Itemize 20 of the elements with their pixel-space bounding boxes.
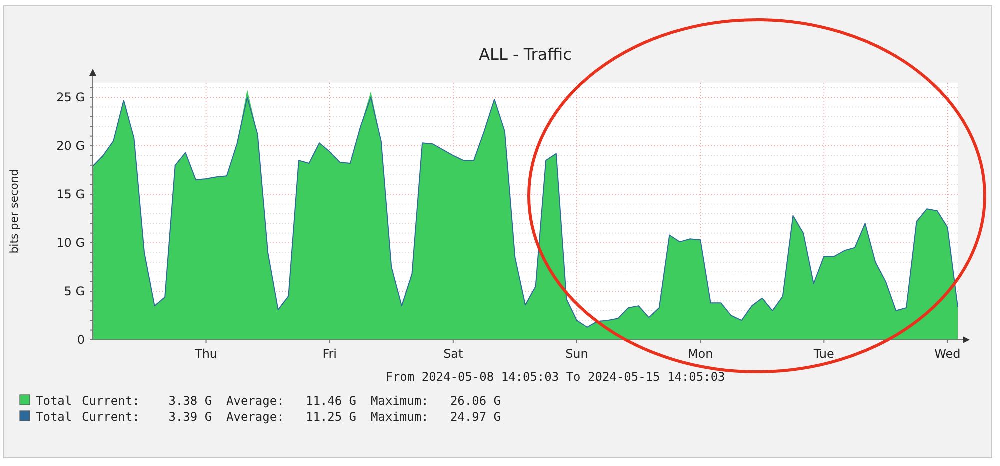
x-tick-label: Mon xyxy=(688,347,714,361)
x-axis-title: From 2024-05-08 14:05:03 To 2024-05-15 14:05:03 xyxy=(386,370,726,384)
x-tick-label: Wed xyxy=(934,347,961,361)
y-axis-title: bits per second xyxy=(8,169,21,254)
x-tick-label: Sun xyxy=(566,347,588,361)
y-tick-label: 10 G xyxy=(56,236,85,250)
y-tick-label: 0 xyxy=(77,333,85,348)
x-tick-label: Thu xyxy=(194,347,218,361)
text: Current: 3.39 G Average: 11.25 G Maximum: 24.97 G xyxy=(82,410,502,424)
legend-label: Total xyxy=(36,394,72,408)
y-tick-label: 20 G xyxy=(56,139,85,154)
x-tick-label: Sat xyxy=(444,347,464,361)
chart-title: ALL - Traffic xyxy=(479,45,572,64)
legend-label: Total xyxy=(36,410,72,424)
y-tick-label: 15 G xyxy=(56,188,85,202)
y-tick-label: 25 G xyxy=(56,90,85,105)
text: Current: 3.38 G Average: 11.46 G Maximum: 26.06 G xyxy=(82,394,502,408)
x-tick-label: Tue xyxy=(812,347,834,361)
x-tick-label: Fri xyxy=(322,347,337,361)
y-tick-label: 5 G xyxy=(64,284,85,299)
